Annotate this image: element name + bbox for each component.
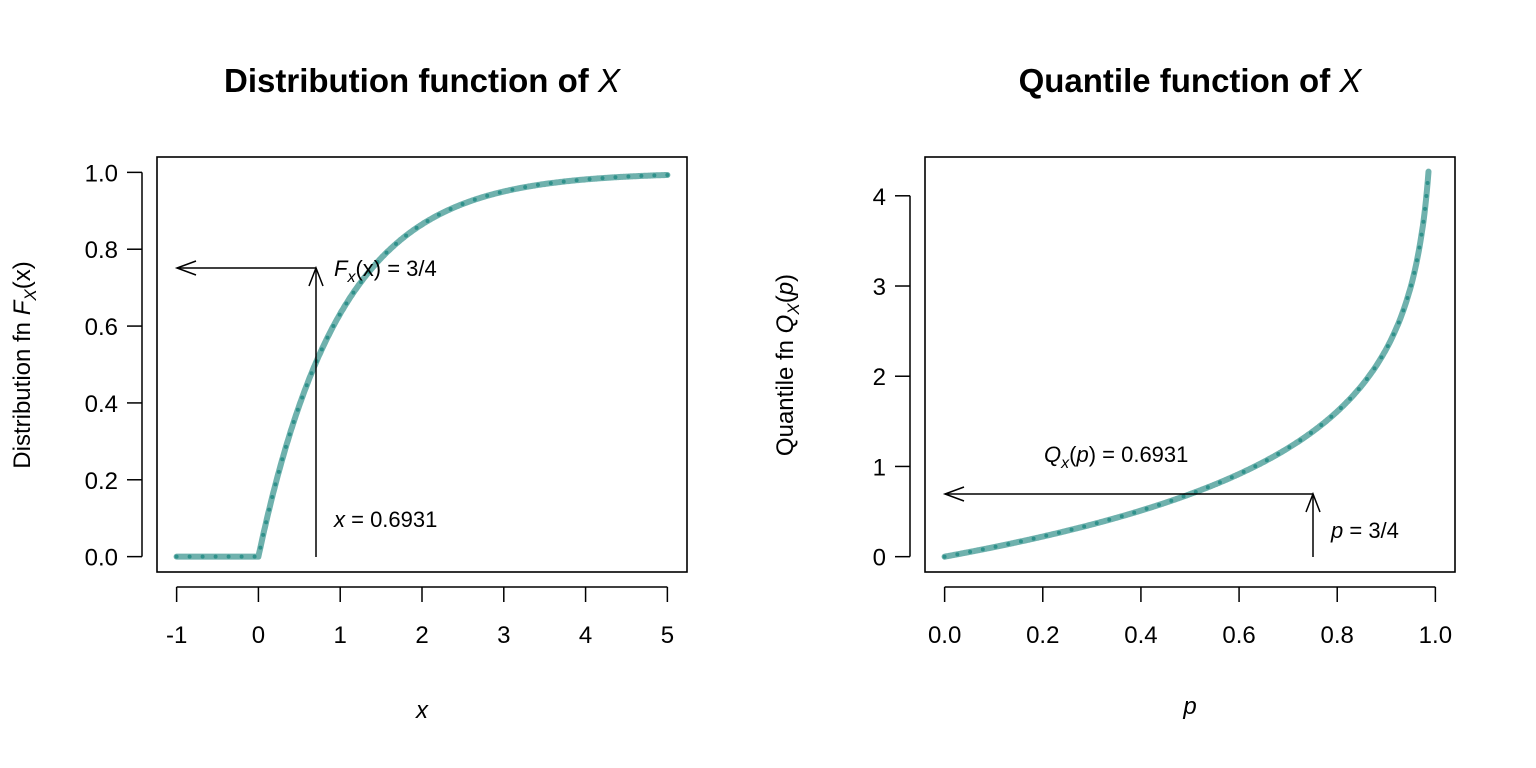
curve-line	[173, 172, 671, 560]
quantile-plot-box	[924, 156, 1456, 573]
x-tick-label: 0	[252, 622, 265, 649]
y-tick-label: 0.0	[85, 545, 118, 572]
arrowhead-left-icon	[942, 486, 965, 502]
y-tick-label: 1.0	[85, 160, 118, 187]
quantile-annotation-p-value: p = 3/4	[1330, 518, 1399, 543]
cdf-title: Distribution function of X	[224, 62, 622, 99]
cdf-x-axis-label: x	[415, 697, 429, 724]
x-tick-label: 3	[497, 622, 510, 649]
y-tick-label: 2	[873, 364, 886, 391]
cdf-x-axis: -1 0 1 2 3 4 5	[166, 586, 674, 649]
cdf-curve	[173, 172, 671, 560]
quantile-y-axis: 0 1 2 3 4	[873, 184, 911, 572]
curve-line	[941, 168, 1432, 560]
cdf-plot: Distribution function of X 0.00.20.40.60…	[9, 62, 688, 724]
x-tick-label: 0.0	[928, 622, 961, 649]
arrowhead-left-icon	[174, 260, 197, 276]
x-tick-label: 1.0	[1419, 622, 1452, 649]
quantile-arrows	[942, 486, 1321, 557]
y-tick-label: 3	[873, 274, 886, 301]
y-tick-label: 0.6	[85, 314, 118, 341]
x-tick-label: -1	[166, 622, 187, 649]
cdf-annotation-x-value: x = 0.6931	[333, 507, 437, 532]
x-tick-label: 0.2	[1026, 622, 1059, 649]
quantile-x-axis: 0.0 0.2 0.4 0.6 0.8 1.0	[928, 586, 1452, 649]
quantile-curve	[941, 168, 1432, 560]
x-tick-label: 4	[579, 622, 592, 649]
x-tick-label: 2	[415, 622, 428, 649]
y-tick-label: 0.2	[85, 468, 118, 495]
y-tick-label: 4	[873, 184, 886, 211]
y-tick-label: 0.4	[85, 391, 118, 418]
y-tick-label: 0	[873, 545, 886, 572]
curve-dots	[174, 173, 670, 559]
x-tick-label: 5	[661, 622, 674, 649]
cdf-arrows	[174, 260, 324, 557]
cdf-y-axis: 0.0 0.2 0.4 0.6 0.8 1.0	[85, 160, 143, 572]
x-tick-label: 1	[334, 622, 347, 649]
cdf-plot-box	[156, 156, 688, 573]
y-tick-label: 1	[873, 454, 886, 481]
x-tick-label: 0.6	[1222, 622, 1255, 649]
quantile-title: Quantile function of X	[1019, 62, 1364, 99]
cdf-y-axis-label: Distribution fn FX(x)	[9, 261, 40, 468]
x-tick-label: 0.8	[1321, 622, 1354, 649]
curve-dots	[942, 169, 1431, 559]
y-tick-label: 0.8	[85, 237, 118, 264]
quantile-x-axis-label: p	[1182, 693, 1196, 720]
x-tick-label: 0.4	[1124, 622, 1157, 649]
quantile-annotation-value: Qx(p) = 0.6931	[1044, 442, 1188, 472]
quantile-y-axis-label: Quantile fn QX(p)	[772, 274, 803, 456]
cdf-annotation-probability: Fx(x) = 3/4	[334, 256, 437, 286]
